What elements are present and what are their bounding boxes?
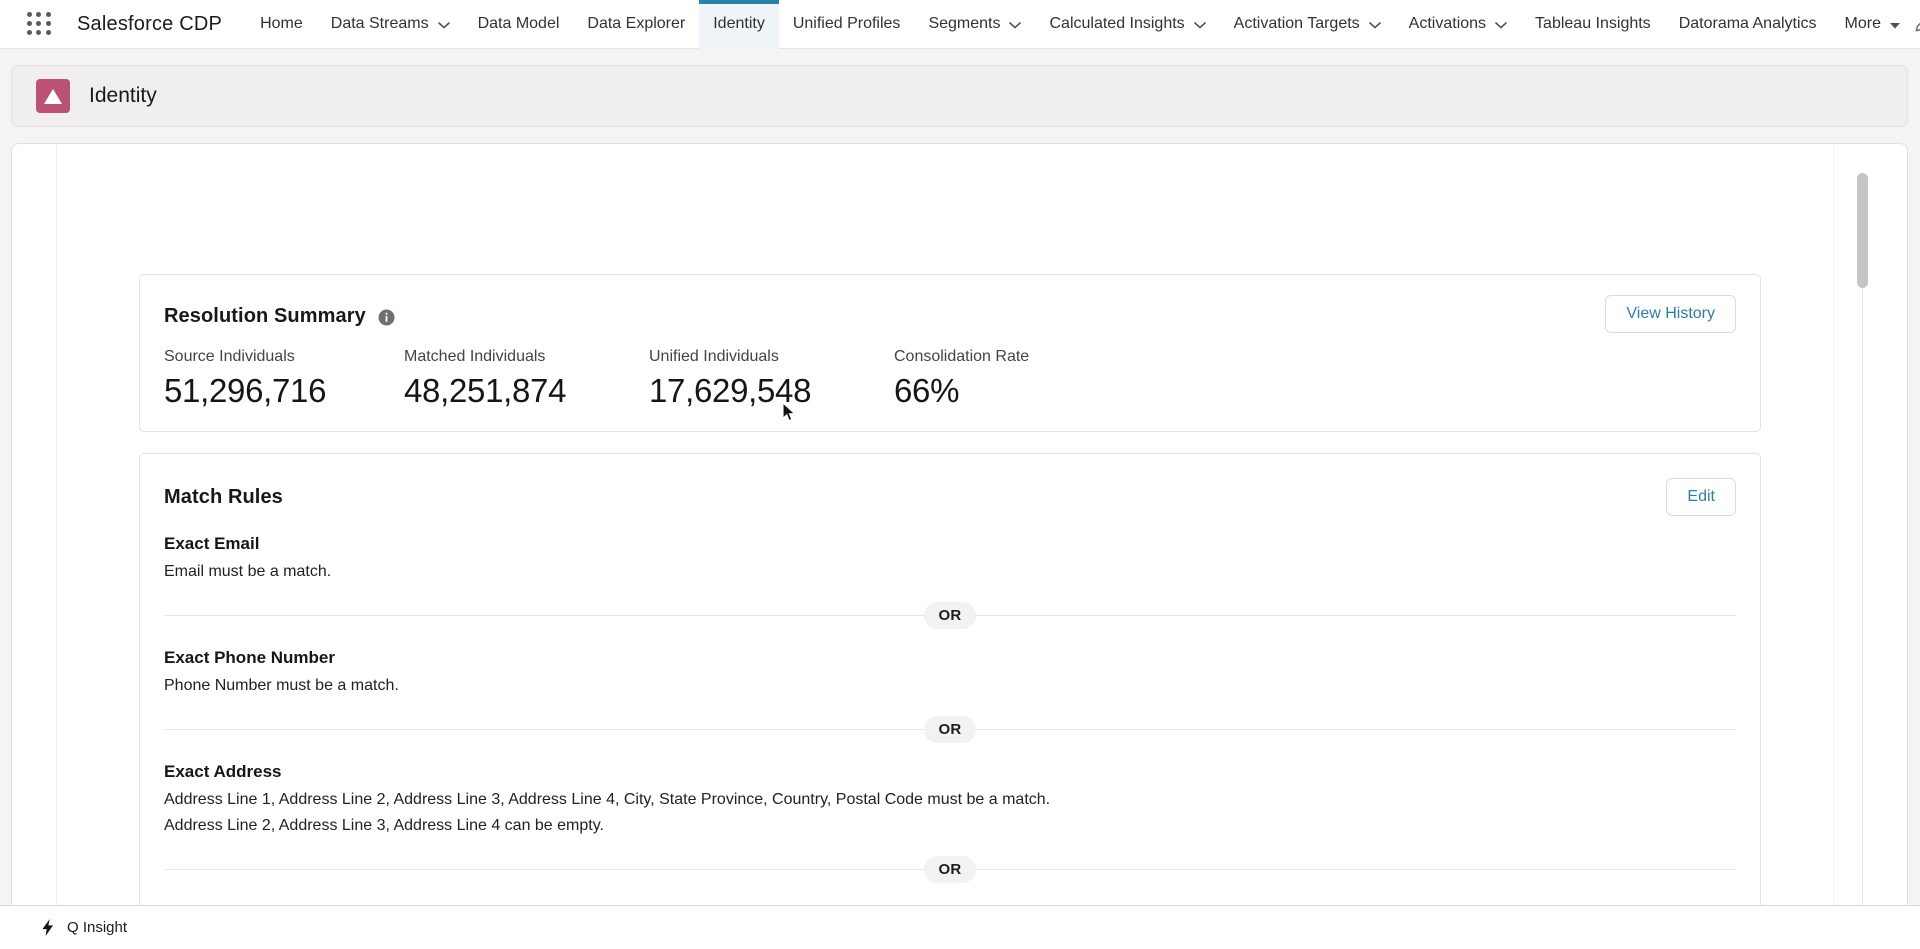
or-separator: OR xyxy=(164,714,1737,744)
stat-matched-individuals: Matched Individuals 48,251,874 xyxy=(404,347,649,410)
rule-description: Address Line 1, Address Line 2, Address … xyxy=(164,791,1051,808)
rule-description: Phone Number must be a match. xyxy=(164,677,399,694)
or-separator: OR xyxy=(164,854,1737,884)
stat-consolidation-rate: Consolidation Rate 66% xyxy=(894,347,1134,410)
tab-tableau-insights[interactable]: Tableau Insights xyxy=(1521,0,1665,49)
chevron-down-icon xyxy=(437,22,450,29)
tab-data-streams[interactable]: Data Streams xyxy=(317,0,464,49)
chevron-down-icon xyxy=(1009,22,1022,29)
resolution-stats: Source Individuals 51,296,716 Matched In… xyxy=(164,347,1134,410)
page-header: Identity xyxy=(11,65,1908,127)
stat-label: Unified Individuals xyxy=(649,348,779,365)
tab-data-model[interactable]: Data Model xyxy=(464,0,574,49)
content-panel-right-border xyxy=(1833,144,1834,905)
app-title: Salesforce CDP xyxy=(77,12,223,35)
divider-line xyxy=(164,728,925,730)
stat-label: Consolidation Rate xyxy=(894,348,1030,365)
chevron-down-icon xyxy=(1193,22,1206,29)
rule-name: Exact Phone Number xyxy=(164,648,335,667)
divider-line xyxy=(975,868,1737,870)
resolution-summary-card: Resolution Summary View History Source I… xyxy=(139,274,1761,432)
divider-line xyxy=(975,614,1737,616)
triangle-icon xyxy=(44,88,62,104)
caret-down-icon xyxy=(1889,22,1900,29)
nav-tab-bar: Home Data Streams Data Model Data Explor… xyxy=(246,0,1914,49)
tab-label: Segments xyxy=(928,15,1001,32)
insight-footer: Q Insight xyxy=(0,905,1920,949)
chevron-down-icon xyxy=(1368,22,1381,29)
rule-name: Exact Email xyxy=(164,534,260,553)
divider-line xyxy=(164,614,925,616)
stat-value: 48,251,874 xyxy=(404,372,567,409)
tab-label: Datorama Analytics xyxy=(1678,15,1817,32)
tab-label: Data Model xyxy=(477,15,560,32)
tab-activation-targets[interactable]: Activation Targets xyxy=(1220,0,1395,49)
stat-value: 51,296,716 xyxy=(164,372,327,409)
divider-line xyxy=(164,868,925,870)
tab-label: Home xyxy=(260,15,303,32)
tab-home[interactable]: Home xyxy=(246,0,317,49)
stat-value: 66% xyxy=(894,372,960,409)
match-rule-exact-email: Exact Email Email must be a match. xyxy=(164,532,1736,585)
rule-description: Email must be a match. xyxy=(164,563,332,580)
page-title: Identity xyxy=(89,84,157,107)
match-rules-title: Match Rules xyxy=(164,485,283,508)
edit-match-rules-button[interactable]: Edit xyxy=(1666,478,1736,516)
tab-label: Activations xyxy=(1408,15,1487,32)
info-icon[interactable] xyxy=(378,309,395,326)
tab-label: Data Explorer xyxy=(587,15,686,32)
tab-label: Tableau Insights xyxy=(1535,15,1651,32)
match-rule-exact-address: Exact Address Address Line 1, Address Li… xyxy=(164,760,1736,839)
identity-entity-icon xyxy=(36,79,70,113)
tab-identity[interactable]: Identity xyxy=(699,0,779,49)
tab-label: Unified Profiles xyxy=(792,15,901,32)
tab-label: Data Streams xyxy=(330,15,429,32)
divider-line xyxy=(975,728,1737,730)
content-panel-left-border xyxy=(56,144,57,905)
pencil-edit-icon[interactable] xyxy=(1914,16,1920,33)
rule-name: Exact Address xyxy=(164,762,282,781)
q-insight-label: Q Insight xyxy=(67,919,128,936)
chevron-down-icon xyxy=(1495,22,1507,29)
tab-label: Identity xyxy=(713,15,765,32)
q-insight-toggle[interactable]: Q Insight xyxy=(41,919,127,936)
stat-value: 17,629,548 xyxy=(649,372,812,409)
resolution-summary-title: Resolution Summary xyxy=(164,304,366,327)
stat-label: Matched Individuals xyxy=(404,348,546,365)
stat-label: Source Individuals xyxy=(164,348,295,365)
app-launcher-icon[interactable] xyxy=(27,11,52,37)
global-nav: Salesforce CDP Home Data Streams Data Mo… xyxy=(0,0,1920,49)
tab-calculated-insights[interactable]: Calculated Insights xyxy=(1035,0,1219,49)
main-content-card: Resolution Summary View History Source I… xyxy=(11,143,1908,905)
tab-label: Activation Targets xyxy=(1233,15,1360,32)
or-pill: OR xyxy=(924,855,976,883)
or-pill: OR xyxy=(924,715,976,743)
stat-source-individuals: Source Individuals 51,296,716 xyxy=(164,347,404,410)
scrollbar-thumb[interactable] xyxy=(1857,173,1868,288)
match-rules-card: Match Rules Edit Exact Email Email must … xyxy=(139,453,1761,905)
tab-segments[interactable]: Segments xyxy=(914,0,1035,49)
match-rules-header: Match Rules Edit xyxy=(140,454,1760,516)
match-rule-exact-phone-number: Exact Phone Number Phone Number must be … xyxy=(164,646,1736,699)
tab-data-explorer[interactable]: Data Explorer xyxy=(573,0,699,49)
tab-label: More xyxy=(1844,15,1881,32)
tab-unified-profiles[interactable]: Unified Profiles xyxy=(779,0,915,49)
or-separator: OR xyxy=(164,600,1737,630)
tab-more[interactable]: More xyxy=(1831,0,1914,49)
rule-description: Address Line 2, Address Line 3, Address … xyxy=(164,817,604,834)
or-pill: OR xyxy=(924,601,976,629)
stat-unified-individuals: Unified Individuals 17,629,548 xyxy=(649,347,894,410)
scrollbar-track[interactable] xyxy=(1862,173,1863,905)
lightning-bolt-icon xyxy=(42,919,53,936)
tab-datorama-analytics[interactable]: Datorama Analytics xyxy=(1665,0,1831,49)
resolution-summary-header: Resolution Summary View History xyxy=(140,275,1760,333)
tab-activations[interactable]: Activations xyxy=(1395,0,1521,49)
tab-label: Calculated Insights xyxy=(1049,15,1185,32)
match-rules-body: Exact Email Email must be a match. OR Ex… xyxy=(140,532,1760,884)
view-history-button[interactable]: View History xyxy=(1605,295,1736,333)
